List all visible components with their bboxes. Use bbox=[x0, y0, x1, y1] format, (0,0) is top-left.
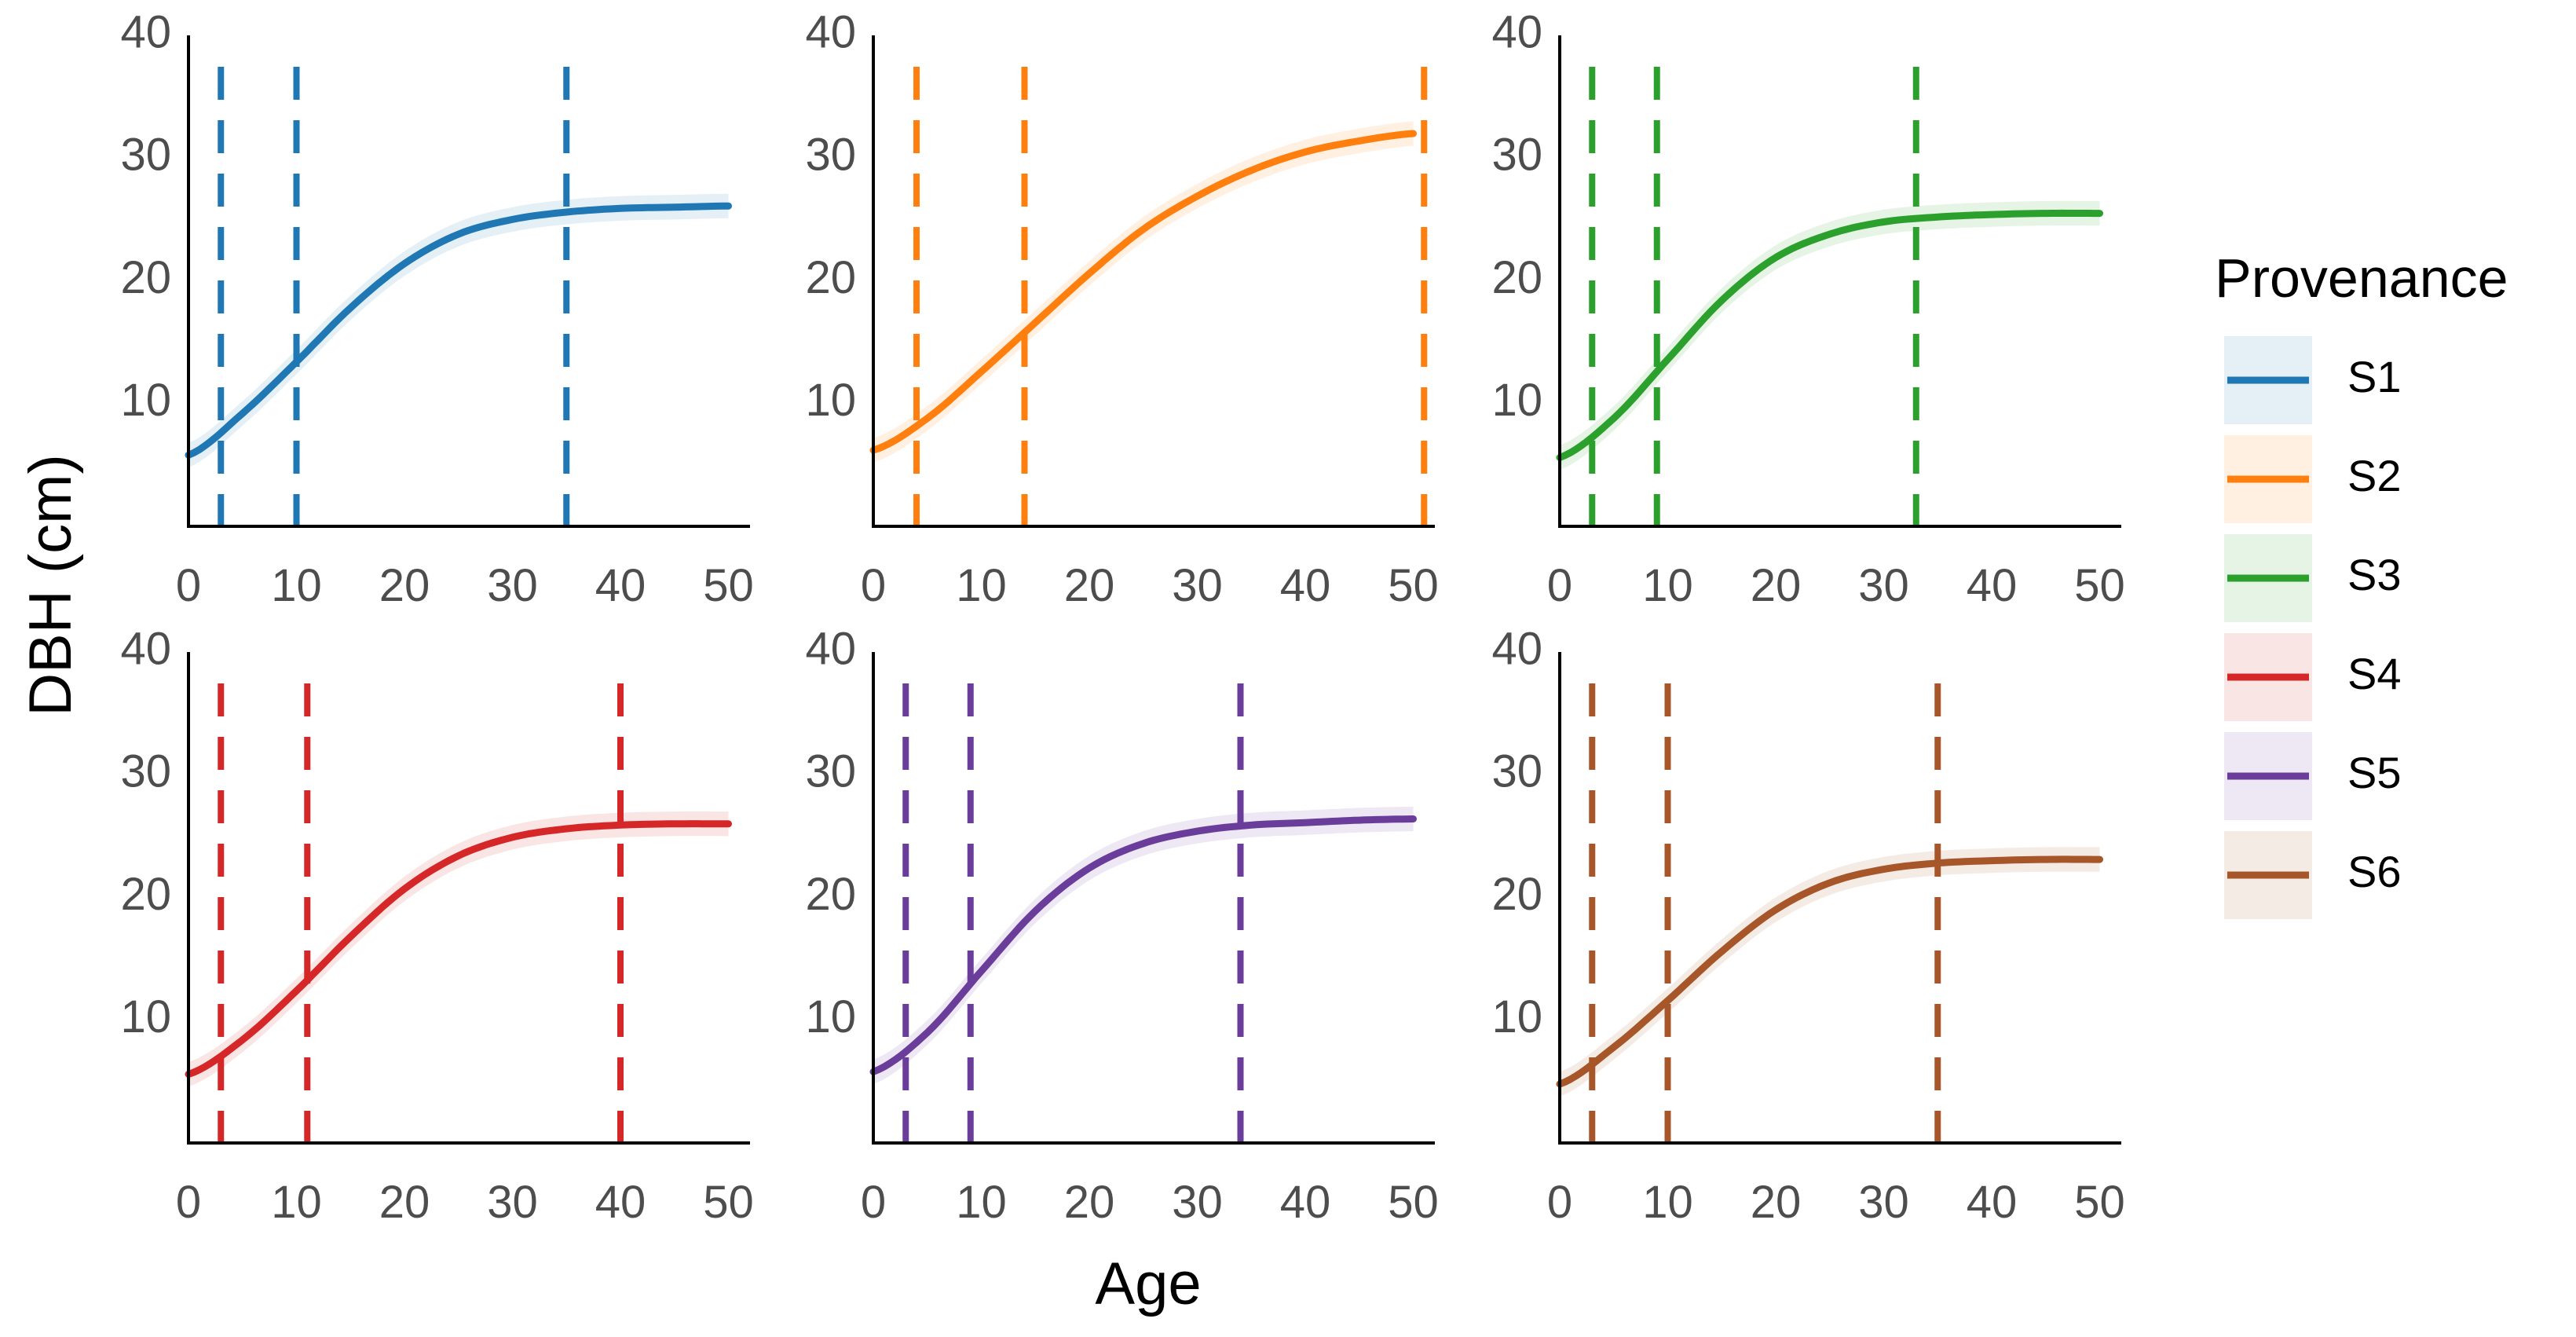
x-tick-label: 10 bbox=[956, 560, 1007, 611]
x-tick-label: 0 bbox=[861, 560, 886, 611]
x-tick-label: 50 bbox=[703, 560, 754, 611]
y-tick-label: 40 bbox=[1491, 6, 1542, 57]
y-tick-label: 20 bbox=[1491, 252, 1542, 303]
y-tick-label: 30 bbox=[120, 746, 171, 797]
legend-item-S4: S4 bbox=[2224, 633, 2402, 721]
y-tick-label: 20 bbox=[805, 252, 856, 303]
x-tick-label: 10 bbox=[271, 560, 322, 611]
legend-title: Provenance bbox=[2215, 247, 2508, 309]
x-tick-label: 10 bbox=[271, 1177, 322, 1228]
x-tick-label: 10 bbox=[1642, 560, 1693, 611]
x-tick-label: 0 bbox=[1547, 560, 1572, 611]
y-tick-label: 10 bbox=[120, 991, 171, 1042]
x-tick-label: 50 bbox=[1388, 1177, 1439, 1228]
x-tick-label: 20 bbox=[1064, 1177, 1115, 1228]
x-tick-label: 40 bbox=[1967, 1177, 2018, 1228]
y-tick-label: 40 bbox=[120, 6, 171, 57]
y-tick-label: 40 bbox=[805, 6, 856, 57]
y-tick-label: 30 bbox=[805, 746, 856, 797]
y-tick-label: 10 bbox=[1491, 375, 1542, 426]
x-tick-label: 40 bbox=[595, 1177, 646, 1228]
legend: Provenance S1 S2 S3 S4 S5 S6 bbox=[2215, 247, 2508, 919]
x-axis-title: Age bbox=[1095, 1251, 1201, 1317]
legend-label: S6 bbox=[2347, 847, 2402, 896]
ribbon-S2 bbox=[873, 121, 1414, 463]
y-tick-label: 40 bbox=[120, 623, 171, 674]
curve-S2 bbox=[869, 130, 1417, 454]
x-tick-label: 40 bbox=[1280, 560, 1331, 611]
x-tick-label: 20 bbox=[1751, 1177, 1802, 1228]
panel-S4: 0 10 20 30 40 50 10 20 30 40 bbox=[120, 623, 753, 1228]
y-tick-label: 10 bbox=[120, 375, 171, 426]
curve-S4 bbox=[185, 820, 732, 1078]
y-tick-label: 10 bbox=[805, 991, 856, 1042]
y-tick-label: 30 bbox=[1491, 746, 1542, 797]
x-tick-label: 50 bbox=[2074, 560, 2125, 611]
y-tick-label: 30 bbox=[120, 130, 171, 181]
x-tick-label: 30 bbox=[487, 560, 538, 611]
legend-label: S1 bbox=[2347, 352, 2402, 401]
panel-S2: 0 10 20 30 40 50 10 20 30 40 bbox=[805, 6, 1438, 611]
y-axis-title: DBH (cm) bbox=[17, 454, 84, 716]
panel-S6: 0 10 20 30 40 50 10 20 30 40 bbox=[1491, 623, 2124, 1228]
y-tick-label: 20 bbox=[120, 252, 171, 303]
panel-S5: 0 10 20 30 40 50 10 20 30 40 bbox=[805, 623, 1438, 1228]
legend-label: S4 bbox=[2347, 649, 2402, 698]
y-tick-label: 20 bbox=[805, 869, 856, 920]
x-tick-label: 0 bbox=[861, 1177, 886, 1228]
x-tick-label: 20 bbox=[379, 1177, 430, 1228]
y-tick-label: 40 bbox=[1491, 623, 1542, 674]
x-tick-label: 0 bbox=[1547, 1177, 1572, 1228]
x-tick-label: 30 bbox=[1172, 1177, 1223, 1228]
legend-item-S6: S6 bbox=[2224, 831, 2402, 919]
curve-S1 bbox=[185, 202, 732, 459]
ribbon-S5 bbox=[873, 806, 1414, 1084]
legend-label: S2 bbox=[2347, 451, 2402, 500]
x-tick-label: 30 bbox=[1858, 1177, 1909, 1228]
x-tick-label: 30 bbox=[1858, 560, 1909, 611]
x-tick-label: 40 bbox=[1280, 1177, 1331, 1228]
y-tick-label: 30 bbox=[805, 130, 856, 181]
x-tick-label: 30 bbox=[487, 1177, 538, 1228]
x-tick-label: 30 bbox=[1172, 560, 1223, 611]
x-tick-label: 0 bbox=[176, 560, 201, 611]
legend-label: S5 bbox=[2347, 748, 2402, 797]
y-tick-label: 20 bbox=[1491, 869, 1542, 920]
y-tick-label: 20 bbox=[120, 869, 171, 920]
x-tick-label: 50 bbox=[1388, 560, 1439, 611]
x-tick-label: 40 bbox=[595, 560, 646, 611]
x-tick-label: 50 bbox=[703, 1177, 754, 1228]
legend-item-S2: S2 bbox=[2224, 435, 2402, 523]
curve-S3 bbox=[1556, 209, 2103, 461]
y-tick-label: 30 bbox=[1491, 130, 1542, 181]
x-tick-label: 20 bbox=[379, 560, 430, 611]
legend-label: S3 bbox=[2347, 550, 2402, 599]
x-tick-label: 20 bbox=[1064, 560, 1115, 611]
curve-S6 bbox=[1556, 855, 2103, 1088]
legend-item-S3: S3 bbox=[2224, 534, 2402, 622]
panel-S1: 0 10 20 30 40 50 10 20 30 40 bbox=[120, 6, 753, 611]
y-tick-label: 10 bbox=[1491, 991, 1542, 1042]
ribbon-S4 bbox=[188, 811, 729, 1087]
x-tick-label: 10 bbox=[1642, 1177, 1693, 1228]
y-tick-label: 10 bbox=[805, 375, 856, 426]
curve-S5 bbox=[869, 815, 1417, 1075]
x-tick-label: 10 bbox=[956, 1177, 1007, 1228]
x-tick-label: 20 bbox=[1751, 560, 1802, 611]
legend-item-S5: S5 bbox=[2224, 732, 2402, 820]
legend-item-S1: S1 bbox=[2224, 336, 2402, 424]
y-tick-label: 40 bbox=[805, 623, 856, 674]
x-tick-label: 40 bbox=[1967, 560, 2018, 611]
panel-S3: 0 10 20 30 40 50 10 20 30 40 bbox=[1491, 6, 2124, 611]
x-tick-label: 50 bbox=[2074, 1177, 2125, 1228]
x-tick-label: 0 bbox=[176, 1177, 201, 1228]
ribbon-S3 bbox=[1560, 200, 2100, 471]
